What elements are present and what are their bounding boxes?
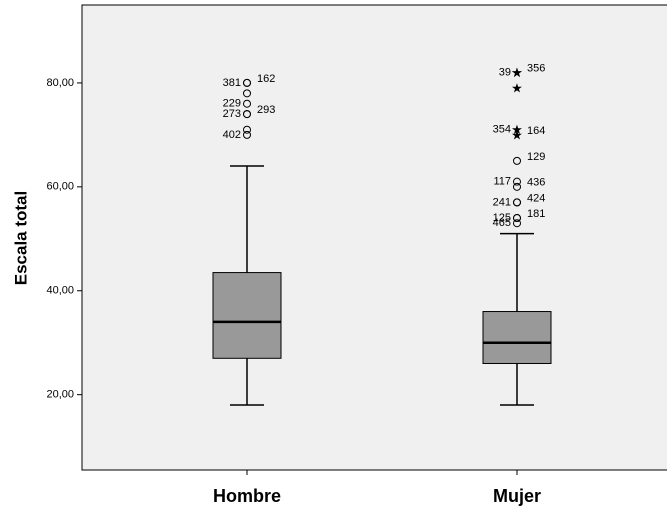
box	[212, 272, 282, 359]
outlier-label: 436	[527, 177, 545, 189]
outlier-label: 117	[493, 176, 511, 188]
y-axis-label: Escala total	[11, 191, 30, 286]
outlier-label: 465	[493, 217, 511, 229]
plot-area	[81, 4, 667, 471]
outlier	[243, 78, 251, 87]
outlier-label: 381	[223, 77, 241, 89]
outlier	[513, 177, 521, 186]
extreme: ★	[511, 81, 523, 96]
x-tick-label: Mujer	[493, 486, 541, 506]
outlier	[243, 125, 251, 134]
outlier	[243, 110, 251, 119]
outlier-label: 424	[527, 192, 545, 204]
outlier-label: 402	[223, 129, 241, 141]
outlier-label: 39	[499, 66, 511, 78]
y-tick-label: 40,00	[46, 285, 74, 297]
y-tick-label: 80,00	[46, 77, 74, 89]
outlier	[513, 156, 521, 165]
extreme: ★	[511, 127, 523, 142]
outlier-label: 125	[493, 212, 511, 224]
extreme: ★	[511, 65, 523, 80]
outlier-label: 241	[493, 196, 511, 208]
extreme: ★	[511, 122, 523, 137]
outlier-label: 354	[493, 124, 511, 136]
outlier-label: 293	[257, 104, 275, 116]
y-tick-label: 60,00	[46, 181, 74, 193]
outlier	[243, 130, 251, 139]
outlier	[513, 219, 521, 228]
outlier-label: 356	[527, 62, 545, 74]
outlier	[513, 214, 521, 223]
outlier-label: 229	[223, 98, 241, 110]
outlier	[243, 99, 251, 108]
outlier	[513, 182, 521, 191]
outlier	[513, 198, 521, 207]
outlier-label: 129	[527, 151, 545, 163]
outlier-label: 273	[223, 108, 241, 120]
x-tick-label: Hombre	[213, 486, 281, 506]
outlier-label: 181	[527, 208, 545, 220]
box	[482, 311, 552, 364]
y-tick-label: 20,00	[46, 389, 74, 401]
extreme: ★	[511, 65, 523, 80]
outlier-label: 164	[527, 125, 545, 137]
outlier	[243, 89, 251, 98]
outlier-label: 162	[257, 73, 275, 85]
